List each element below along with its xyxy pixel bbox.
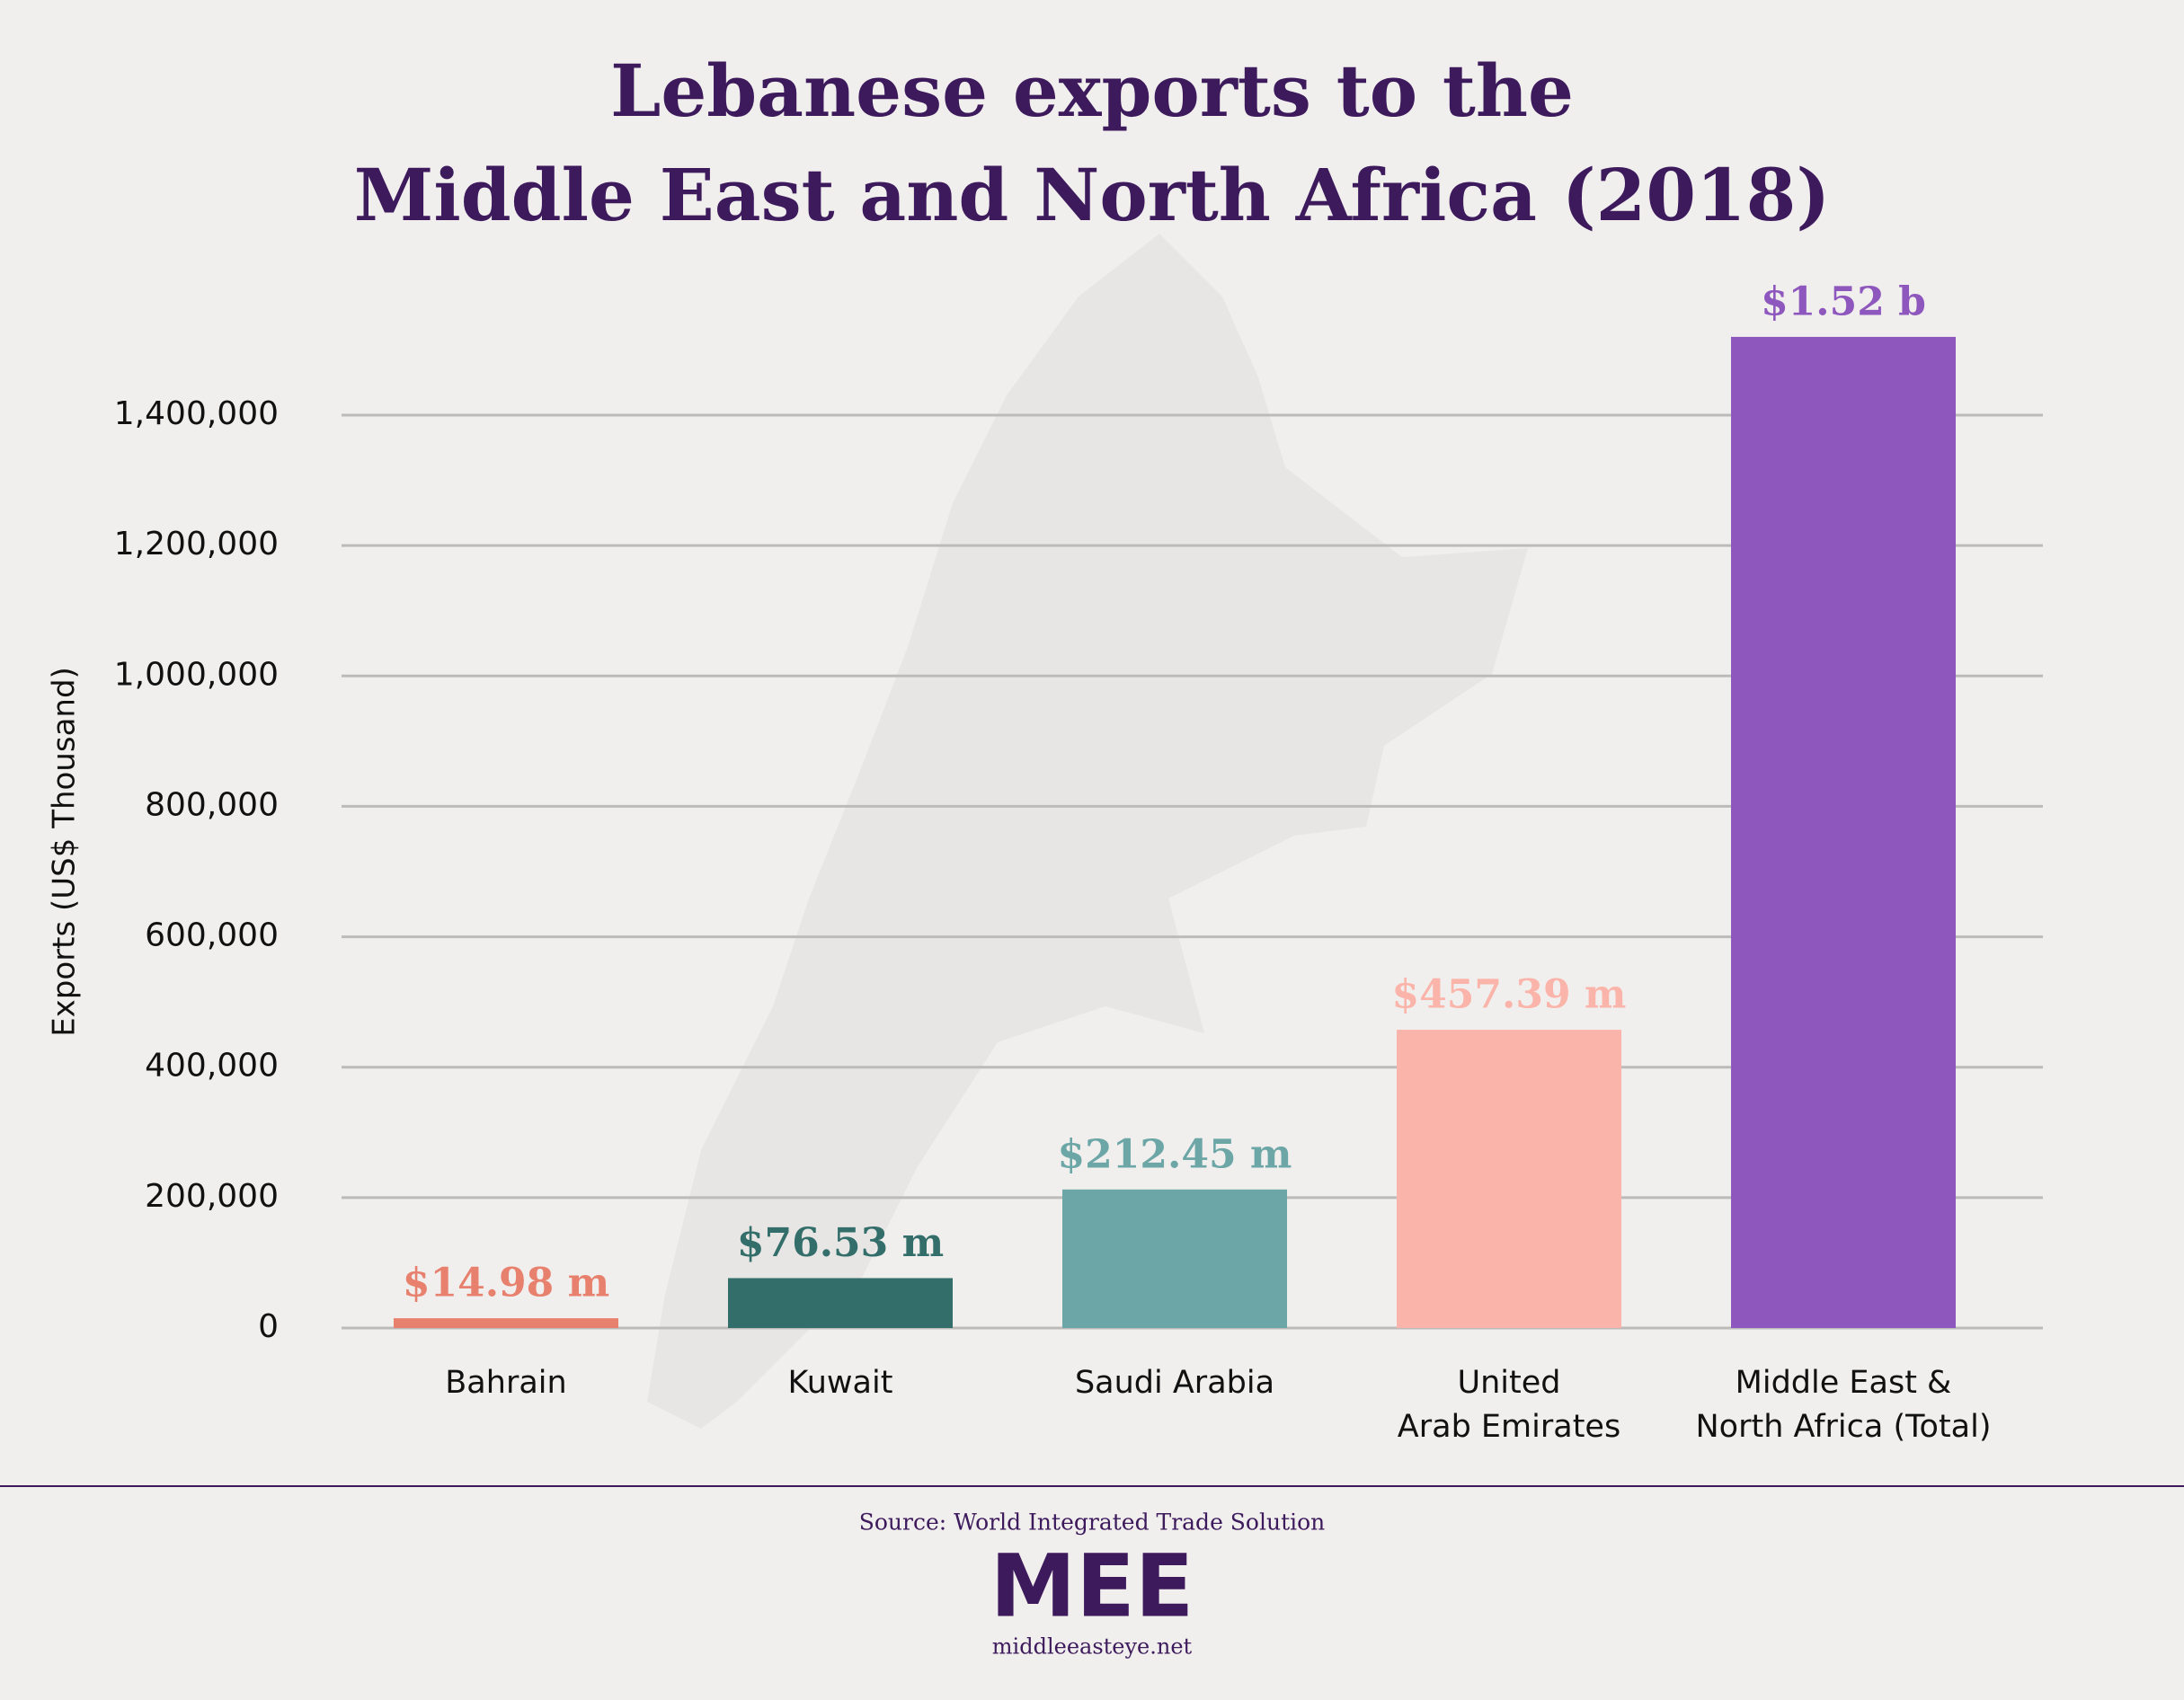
y-tick-label: 0: [258, 1308, 279, 1345]
y-tick-label: 600,000: [145, 917, 279, 954]
x-tick-label: Saudi Arabia: [1075, 1365, 1274, 1401]
bar: [728, 1278, 953, 1328]
y-tick-label: 800,000: [145, 786, 279, 823]
x-tick-label: Middle East & North Africa (Total): [1695, 1365, 1991, 1445]
y-axis-label: Exports (US$ Thousand): [47, 667, 83, 1037]
x-tick-label: United Arab Emirates: [1398, 1365, 1620, 1445]
y-tick-label: 200,000: [145, 1178, 279, 1215]
map-silhouette: [647, 234, 1528, 1429]
value-label: $212.45 m: [1058, 1131, 1292, 1177]
bar: [1731, 336, 1956, 1328]
chart-title: Lebanese exports to the Middle East and N…: [354, 49, 1830, 237]
y-tick-label: 1,400,000: [114, 395, 279, 432]
bar: [394, 1318, 618, 1328]
x-tick-label: Kuwait: [788, 1365, 893, 1401]
value-label: $1.52 b: [1761, 279, 1926, 324]
bar: [1397, 1030, 1621, 1328]
x-tick-label: Bahrain: [445, 1365, 566, 1401]
y-tick-label: 1,000,000: [114, 656, 279, 693]
value-label: $457.39 m: [1392, 972, 1627, 1018]
value-label: $14.98 m: [403, 1261, 609, 1306]
bar: [1062, 1189, 1287, 1328]
logo: MEE: [990, 1536, 1194, 1636]
value-label: $76.53 m: [737, 1220, 944, 1266]
y-tick-label: 400,000: [145, 1048, 279, 1085]
y-tick-label: 1,200,000: [114, 526, 279, 562]
website: middleeasteye.net: [992, 1634, 1193, 1660]
source: Source: World Integrated Trade Solution: [859, 1510, 1326, 1536]
